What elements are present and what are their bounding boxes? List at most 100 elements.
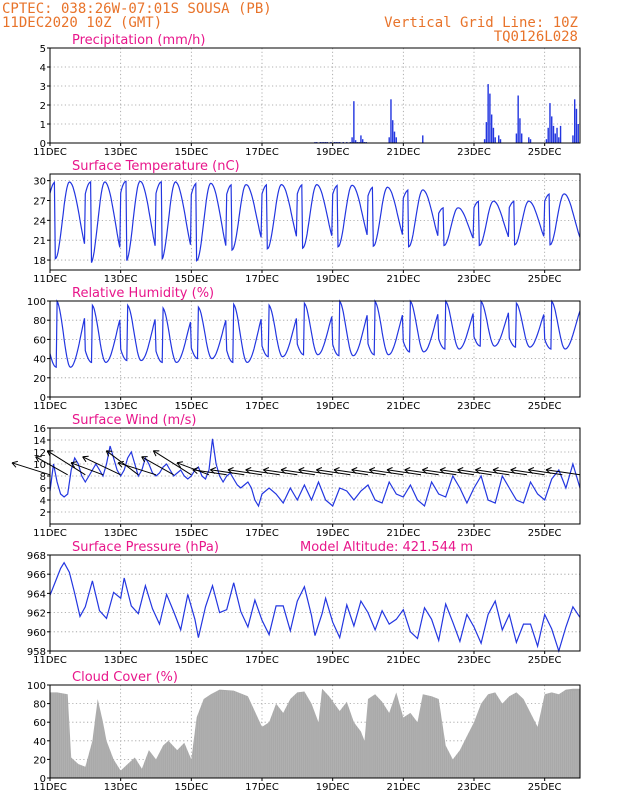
- wind-arrowhead: [439, 467, 446, 474]
- wind-arrowhead: [280, 467, 287, 474]
- precip-bar: [559, 125, 562, 143]
- y-tick-label: 958: [27, 647, 46, 658]
- y-tick-label: 4: [40, 496, 46, 507]
- y-tick-label: 0: [40, 139, 46, 150]
- y-tick-label: 14: [33, 436, 46, 447]
- y-tick-label: 20: [33, 374, 46, 385]
- wind-arrowhead: [263, 467, 270, 474]
- precip-bar: [520, 133, 523, 143]
- precip-bar: [360, 135, 362, 143]
- precip-bar: [551, 116, 553, 143]
- wind-vector: [422, 469, 457, 476]
- x-tick-label: 15DEC: [174, 274, 208, 285]
- wind-arrowhead: [152, 450, 160, 457]
- y-tick-label: 30: [33, 177, 46, 188]
- x-tick-label: 21DEC: [386, 274, 420, 285]
- wind-vector: [70, 462, 104, 476]
- precip-bar: [528, 137, 530, 143]
- precip-bar: [575, 108, 578, 143]
- wind-vector: [528, 469, 563, 476]
- precip-bar: [390, 99, 392, 143]
- x-tick-label: 19DEC: [316, 655, 350, 666]
- x-tick-label: 25DEC: [528, 274, 562, 285]
- y-tick-label: 10: [33, 460, 46, 471]
- wind-vector: [457, 469, 492, 476]
- y-tick-label: 12: [33, 448, 46, 459]
- cloud-cover-area: [50, 688, 580, 778]
- x-tick-label: 25DEC: [528, 655, 562, 666]
- chart-header: CPTEC: 038:26W-07:01S SOUSA (PB) 11DEC20…: [0, 0, 618, 48]
- wind-arrowhead: [369, 467, 376, 474]
- wind-series-line: [49, 438, 581, 508]
- panel-frame: [49, 684, 581, 779]
- x-tick-label: 17DEC: [245, 274, 279, 285]
- wind-arrowhead: [386, 467, 393, 474]
- wind-vector: [47, 450, 86, 476]
- x-tick-label: 13DEC: [104, 782, 138, 793]
- x-tick-label: 21DEC: [386, 147, 420, 158]
- wind-vector: [192, 469, 227, 476]
- wind-vector: [82, 456, 121, 476]
- y-tick-label: 962: [27, 609, 46, 620]
- station-label: CPTEC: 038:26W-07:01S SOUSA (PB): [2, 1, 272, 17]
- panel-frame: [49, 554, 581, 652]
- panel-title: Surface Pressure (hPa): [72, 540, 219, 555]
- y-tick-label: 966: [27, 570, 46, 581]
- wind-arrowhead: [11, 460, 18, 468]
- wind-vector: [176, 462, 210, 476]
- x-tick-label: 13DEC: [104, 655, 138, 666]
- panel-cloud: 0 20 40 60 80 100 11DEC 13DEC 15DEC 17DEC 19DEC 21D…: [27, 670, 581, 793]
- precip-bar: [572, 135, 574, 143]
- x-tick-label: 23DEC: [457, 147, 491, 158]
- y-tick-label: 40: [33, 737, 46, 748]
- x-tick-label: 17DEC: [245, 401, 279, 412]
- x-tick-label: 23DEC: [457, 274, 491, 285]
- y-tick-label: 60: [33, 335, 46, 346]
- precip-bar: [529, 139, 532, 143]
- wind-arrowhead: [492, 467, 499, 474]
- y-tick-label: 4: [40, 63, 46, 74]
- wind-vector: [369, 469, 404, 476]
- x-tick-label: 11DEC: [33, 401, 67, 412]
- precip-bar: [552, 125, 555, 143]
- wind-arrowhead: [422, 467, 429, 474]
- precip-bar: [485, 122, 488, 143]
- wind-vector: [545, 469, 581, 476]
- x-tick-label: 25DEC: [528, 147, 562, 158]
- wind-arrowhead: [105, 450, 113, 457]
- wind-arrowhead: [351, 467, 358, 474]
- precip-bar: [556, 127, 558, 143]
- panel-title: Cloud Cover (%): [72, 670, 178, 685]
- y-tick-label: 3: [40, 82, 46, 93]
- wind-vector: [245, 469, 280, 476]
- wind-vector: [351, 469, 386, 476]
- x-tick-label: 15DEC: [174, 528, 208, 539]
- precip-bar: [492, 127, 495, 143]
- x-tick-label: 13DEC: [104, 528, 138, 539]
- y-tick-label: 80: [33, 700, 46, 711]
- x-tick-label: 11DEC: [33, 782, 67, 793]
- wind-arrowhead: [316, 467, 323, 474]
- y-tick-label: 80: [33, 316, 46, 327]
- vertical-grid-label: Vertical Grid Line: 10Z: [384, 15, 578, 31]
- precip-bar: [573, 99, 576, 143]
- panel-title: Precipitation (mm/h): [72, 33, 205, 48]
- x-tick-label: 17DEC: [245, 528, 279, 539]
- precip-bar: [515, 133, 518, 143]
- wind-arrowhead: [510, 467, 517, 474]
- wind-vector: [475, 469, 510, 476]
- wind-vector: [11, 462, 51, 476]
- precip-bar: [547, 127, 549, 143]
- precip-bar: [577, 124, 579, 143]
- wind-vector: [510, 469, 545, 476]
- panel-frame: [49, 300, 581, 398]
- wind-vector: [333, 469, 369, 476]
- rh-series-line: [49, 299, 581, 369]
- wind-vector: [153, 450, 192, 476]
- x-tick-label: 23DEC: [457, 655, 491, 666]
- x-tick-label: 13DEC: [104, 147, 138, 158]
- wind-arrowhead: [545, 467, 552, 474]
- x-tick-label: 19DEC: [316, 147, 350, 158]
- wind-arrowhead: [298, 467, 305, 474]
